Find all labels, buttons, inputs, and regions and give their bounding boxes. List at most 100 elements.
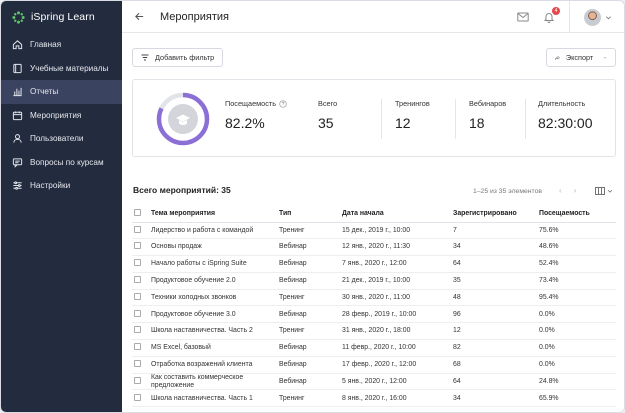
add-filter-button[interactable]: Добавить фильтр: [132, 48, 224, 67]
cell-topic[interactable]: Основы продаж: [151, 238, 279, 257]
back-button[interactable]: [134, 11, 150, 22]
chevron-down-icon: [607, 189, 613, 193]
stat-duration-value: 82:30:00: [538, 115, 593, 131]
sidebar-item-users[interactable]: Пользователи: [1, 127, 122, 151]
sidebar-item-course-questions[interactable]: Вопросы по курсам: [1, 151, 122, 175]
sidebar-item-label: Вопросы по курсам: [30, 157, 104, 167]
row-checkbox[interactable]: [134, 360, 141, 368]
table-row[interactable]: Лидерство и работа с командой Тренинг 15 д…: [132, 222, 616, 240]
row-checkbox[interactable]: [134, 393, 141, 401]
table-row[interactable]: Продуктовое обучение 3.0 Вебинар 28 февр.,…: [132, 305, 616, 324]
book-icon: [13, 63, 22, 73]
cell-topic[interactable]: Школа наставничества. Часть 2: [151, 322, 279, 341]
row-select-cell: [132, 305, 151, 324]
row-checkbox[interactable]: [134, 292, 141, 300]
home-icon: [12, 40, 23, 50]
attendance-ring: [156, 92, 210, 146]
prev-page-button[interactable]: ‹: [559, 186, 562, 195]
sidebar-item-label: Главная: [30, 40, 62, 50]
top-actions: 4: [517, 1, 612, 33]
export-button[interactable]: Экспорт: [546, 48, 616, 67]
stat-duration: Длительность 82:30:00: [538, 99, 593, 131]
help-icon[interactable]: [279, 99, 287, 108]
cell-topic[interactable]: Отработка возражений клиента: [151, 356, 279, 374]
table-row[interactable]: Техники холодных звонков Тренинг 30 янв., …: [132, 289, 616, 307]
table-row[interactable]: Начало работы с iSpring Suite Вебинар 7 ян…: [132, 255, 616, 273]
column-header-start-date[interactable]: Дата начала: [342, 206, 453, 223]
row-checkbox[interactable]: [134, 376, 141, 384]
cell-topic[interactable]: Как составить коммерческое предложение: [151, 373, 279, 391]
row-select-cell: [132, 389, 151, 408]
table-row[interactable]: Основы продаж Вебинар 12 янв., 2020 г., 11…: [132, 238, 616, 257]
cell-topic[interactable]: Школа наставничества. Часть 1: [151, 389, 279, 408]
column-header-topic[interactable]: Тема мероприятия: [151, 206, 279, 223]
cell-type: Вебинар: [279, 373, 342, 391]
sidebar-item-settings[interactable]: Настройки: [1, 174, 122, 198]
sidebar-item-reports[interactable]: Отчеты: [1, 80, 122, 104]
row-checkbox[interactable]: [134, 225, 141, 233]
table-row[interactable]: Школа наставничества. Часть 2 Тренинг 31 я…: [132, 322, 616, 341]
cell-type: Вебинар: [279, 272, 342, 290]
sidebar-item-events[interactable]: Мероприятия: [1, 104, 122, 128]
cell-topic[interactable]: Лидерство и работа с командой: [151, 222, 279, 240]
cell-topic[interactable]: MS Excel, базовый: [151, 339, 279, 357]
cell-start-date: 31 янв., 2020 г., 18:00: [342, 322, 453, 341]
cell-topic[interactable]: Продуктовое обучение 2.0: [151, 272, 279, 290]
sidebar-item-home[interactable]: Главная: [1, 33, 122, 57]
table-header-row: Тема мероприятия Тип Дата начала Зарегис…: [132, 206, 616, 223]
brand[interactable]: iSpring Learn: [1, 1, 122, 33]
table-row[interactable]: Как составить коммерческое предложение Ве…: [132, 373, 616, 391]
attendance-ring-progress: [156, 92, 210, 146]
avatar: [584, 8, 601, 26]
cell-type: Тренинг: [279, 322, 342, 341]
select-all-checkbox[interactable]: [134, 209, 141, 217]
user-menu[interactable]: [584, 8, 612, 26]
cell-type: Вебинар: [279, 238, 342, 257]
mail-icon[interactable]: [517, 12, 529, 22]
sidebar-item-materials[interactable]: Учебные материалы: [1, 57, 122, 81]
row-checkbox[interactable]: [134, 326, 141, 334]
stat-total-label: Всего: [318, 99, 338, 108]
notification-badge: 4: [552, 7, 560, 15]
row-checkbox[interactable]: [134, 309, 141, 317]
table-row[interactable]: Продуктовое обучение 2.0 Вебинар 21 дек., …: [132, 272, 616, 290]
row-select-cell: [132, 255, 151, 273]
row-select-cell: [132, 272, 151, 290]
cell-start-date: 12 янв., 2020 г., 11:30: [342, 238, 453, 257]
row-checkbox[interactable]: [134, 242, 141, 250]
row-checkbox[interactable]: [134, 343, 141, 351]
table-row[interactable]: Школа наставничества. Часть 1 Тренинг 8 ян…: [132, 389, 616, 408]
top-bar: Мероприятия 4: [122, 1, 624, 33]
export-label: Экспорт: [565, 53, 594, 62]
cell-topic[interactable]: Продуктовое обучение 3.0: [151, 305, 279, 324]
table-row[interactable]: Отработка возражений клиента Вебинар 17 фе…: [132, 356, 616, 374]
cell-type: Тренинг: [279, 222, 342, 240]
table-row[interactable]: MS Excel, базовый Вебинар 11 февр., 2020 г…: [132, 339, 616, 357]
main-content: Добавить фильтр Экспорт Посещаемость: [122, 34, 624, 412]
stat-divider: [455, 99, 456, 139]
column-header-type[interactable]: Тип: [279, 206, 342, 223]
row-select-cell: [132, 222, 151, 240]
row-select-cell: [132, 339, 151, 357]
cell-topic[interactable]: Начало работы с iSpring Suite: [151, 255, 279, 273]
row-select-cell: [132, 356, 151, 374]
arrow-left-icon: [135, 12, 144, 21]
cell-registered: 68: [453, 356, 539, 374]
row-select-cell: [132, 238, 151, 257]
next-page-button[interactable]: ›: [573, 186, 577, 195]
columns-button[interactable]: [595, 187, 613, 195]
column-header-registered[interactable]: Зарегистрировано: [453, 206, 539, 223]
column-header-attendance[interactable]: Посещаемость: [539, 206, 616, 223]
cell-topic[interactable]: Техники холодных звонков: [151, 289, 279, 307]
row-select-cell: [132, 289, 151, 307]
brand-name: iSpring Learn: [31, 11, 95, 23]
stats-card: Посещаемость 82.2% Всего 35 Тренингов 12…: [132, 79, 616, 157]
notifications-button[interactable]: 4: [543, 7, 560, 23]
row-select-cell: [132, 322, 151, 341]
row-checkbox[interactable]: [134, 259, 141, 267]
bell-icon: [543, 13, 555, 23]
pagination-info: 1–25 из 35 элементов: [473, 188, 542, 195]
cell-start-date: 7 янв., 2020 г., 12:00: [342, 255, 453, 273]
row-checkbox[interactable]: [134, 276, 141, 284]
